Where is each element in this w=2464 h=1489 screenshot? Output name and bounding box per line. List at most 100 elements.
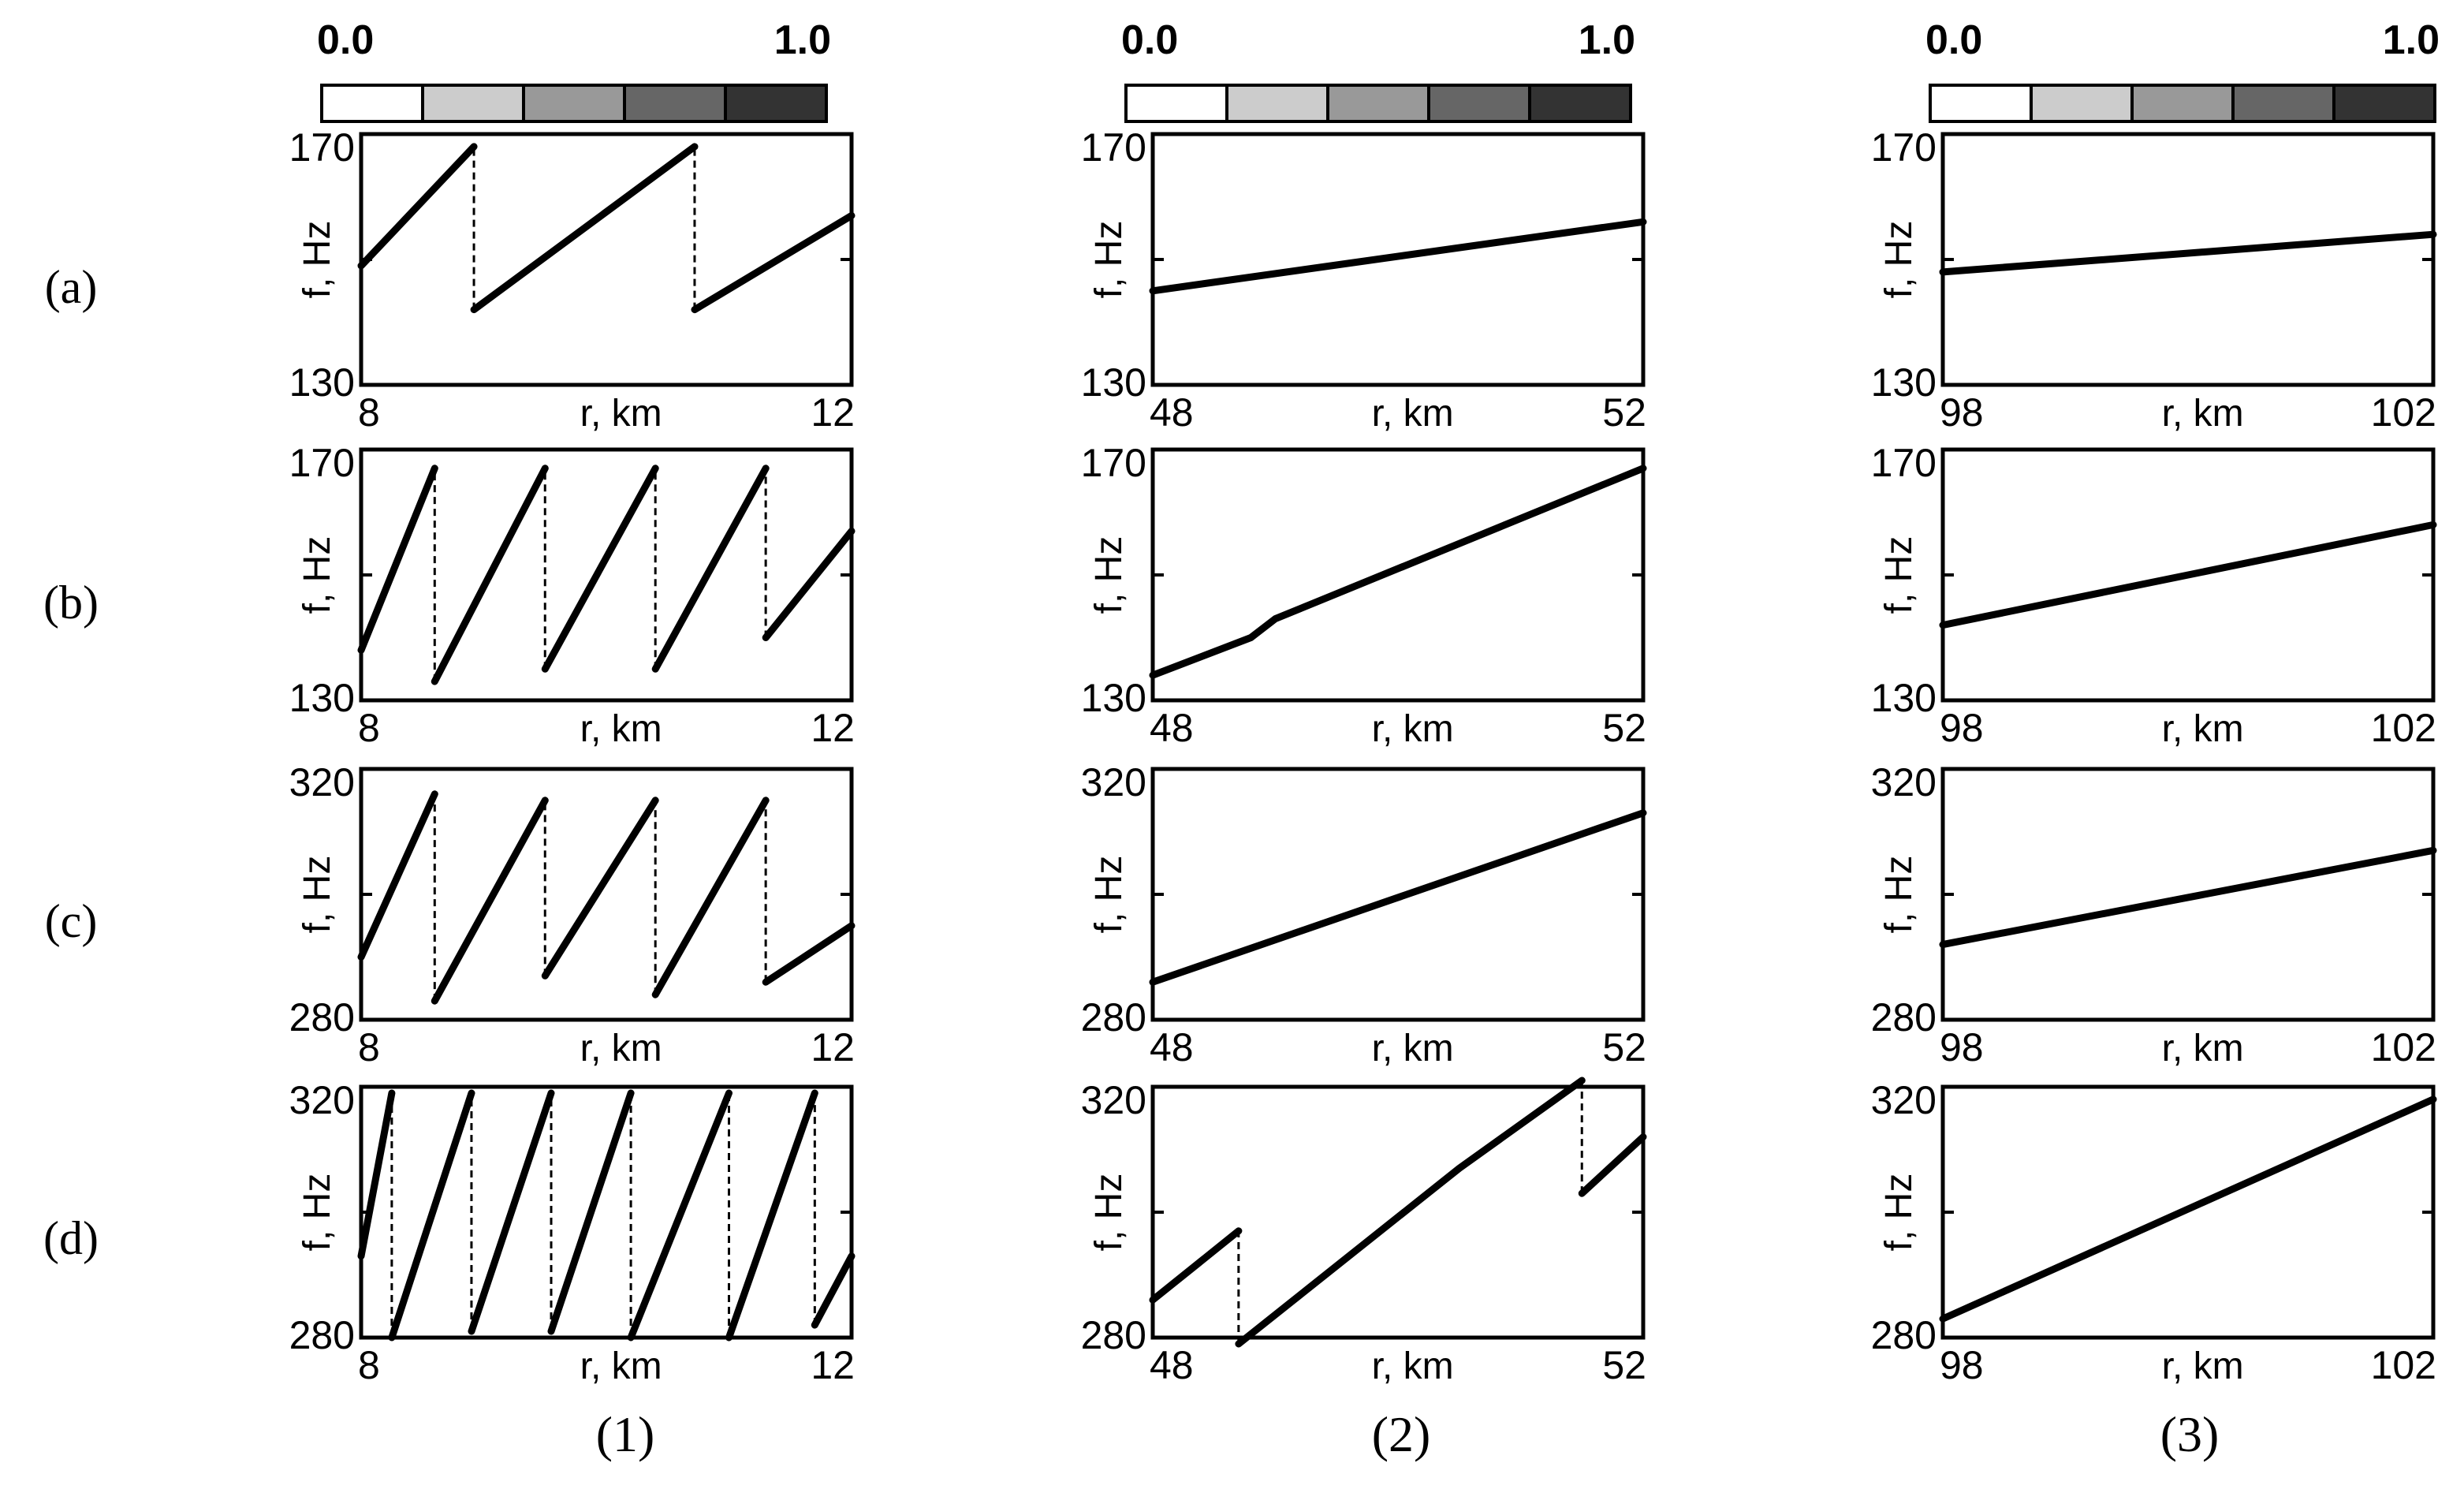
- colorbar-2: 0.0 1.0: [1121, 17, 1635, 123]
- panel-b1-series-segment-3: [541, 465, 659, 673]
- panel-c3: 280 320 f, Hz 98 102 r, km: [1871, 760, 2437, 1069]
- panel-c2-ylabel: f, Hz: [1088, 856, 1130, 934]
- panel-b1-xtick-label-min: 8: [358, 706, 380, 750]
- colorbar-1-swatch-4: [623, 84, 727, 123]
- panel-d3-ytick-label-max: 320: [1871, 1078, 1937, 1122]
- panel-d1-series-segment-4: [547, 1089, 635, 1335]
- panel-d2-xlabel: r, km: [1372, 1345, 1454, 1387]
- panel-c3-ytick-label-min: 280: [1871, 995, 1937, 1039]
- panel-a1-series-segment-2: [470, 143, 699, 314]
- panel-c1-ytick-label-max: 320: [289, 760, 355, 804]
- colorbar-3-min-label: 0.0: [1925, 17, 1982, 63]
- panel-c2-xlabel: r, km: [1372, 1028, 1454, 1069]
- colorbar-2-swatches: [1124, 84, 1632, 123]
- panel-a3-ytick-label-max: 170: [1871, 125, 1937, 170]
- colorbar-1-swatch-1: [320, 84, 424, 123]
- panel-a3-ylabel: f, Hz: [1878, 221, 1920, 299]
- panel-d3: 280 320 f, Hz 98 102 r, km: [1871, 1078, 2437, 1387]
- panel-b1-ytick-label-max: 170: [289, 441, 355, 485]
- panel-c3-xlabel: r, km: [2162, 1028, 2244, 1069]
- colorbar-1-swatches: [320, 84, 828, 123]
- panel-d2-series-segment-3: [1578, 1133, 1647, 1197]
- panel-d3-ytick-label-min: 280: [1871, 1313, 1937, 1357]
- panel-c2-xtick-label-max: 52: [1602, 1025, 1646, 1069]
- panel-c1-ylabel: f, Hz: [296, 856, 338, 934]
- panel-d2-xtick-label-min: 48: [1150, 1343, 1194, 1387]
- panel-d2-ylabel: f, Hz: [1088, 1174, 1130, 1252]
- panel-b2-xlabel: r, km: [1372, 708, 1454, 750]
- panel-d1-ytick-label-max: 320: [289, 1078, 355, 1122]
- colorbar-2-swatch-2: [1225, 84, 1329, 123]
- panel-b2: 130 170 f, Hz 48 52 r, km: [1081, 441, 1647, 750]
- panel-b1-ytick-label-min: 130: [289, 676, 355, 720]
- row-label-a: (a): [45, 261, 98, 313]
- panel-a2-xlabel: r, km: [1372, 393, 1454, 435]
- colorbar-2-swatch-5: [1528, 84, 1632, 123]
- panel-d2: 280 320 f, Hz 48 52 r, km: [1081, 1077, 1647, 1387]
- panel-c1-xtick-label-max: 12: [811, 1025, 855, 1069]
- colorbar-3-swatch-4: [2231, 84, 2335, 123]
- panel-a1-series-segment-3: [691, 211, 856, 314]
- panel-d3-ylabel: f, Hz: [1878, 1174, 1920, 1252]
- panel-b2-ytick-label-max: 170: [1081, 441, 1146, 485]
- panel-b2-series-segment-1: [1149, 465, 1647, 679]
- panel-b3-ytick-label-max: 170: [1871, 441, 1937, 485]
- colorbar-3-swatch-2: [2030, 84, 2134, 123]
- panel-d1: 280 320 f, Hz 8 12 r, km: [289, 1078, 856, 1387]
- panel-a1-ytick-label-max: 170: [289, 125, 355, 170]
- panel-a1-xlabel: r, km: [580, 393, 662, 435]
- panel-d1-series-segment-5: [627, 1089, 732, 1342]
- colorbar-3-max-label: 1.0: [2383, 17, 2440, 63]
- panel-b1-series-segment-5: [762, 527, 856, 641]
- panel-b1-xlabel: r, km: [580, 708, 662, 750]
- panel-a2-ytick-label-max: 170: [1081, 125, 1146, 170]
- panel-c2-series-segment-1: [1149, 809, 1647, 986]
- colorbar-1: 0.0 1.0: [317, 17, 831, 123]
- panel-d1-xtick-label-max: 12: [811, 1343, 855, 1387]
- panel-a1-series-segment-1: [357, 143, 478, 270]
- panel-a3-xtick-label-max: 102: [2371, 390, 2436, 435]
- column-label-3: (3): [2160, 1406, 2220, 1462]
- panel-a3-xtick-label-min: 98: [1940, 390, 1984, 435]
- panel-a3-frame: [1940, 132, 2436, 387]
- panel-b1: 130 170 f, Hz 8 12 r, km: [289, 441, 856, 750]
- panel-d1-ylabel: f, Hz: [296, 1174, 338, 1252]
- panel-d2-xtick-label-max: 52: [1602, 1343, 1646, 1387]
- colorbar-3-swatches: [1929, 84, 2436, 123]
- panel-d2-series-segment-2: [1235, 1077, 1586, 1348]
- panel-d2-series-segment-1: [1149, 1227, 1243, 1304]
- colorbar-3-swatch-1: [1929, 84, 2033, 123]
- panel-b3-ylabel: f, Hz: [1878, 536, 1920, 614]
- panel-d2-frame: [1150, 1084, 1646, 1340]
- panel-a1-ylabel: f, Hz: [296, 221, 338, 299]
- panel-a3: 130 170 f, Hz 98 102 r, km: [1871, 125, 2437, 435]
- panel-d1-series-segment-3: [468, 1089, 555, 1335]
- panel-a2-xtick-label-min: 48: [1150, 390, 1194, 435]
- panel-c1-series-segment-4: [651, 797, 770, 998]
- column-label-1: (1): [596, 1406, 655, 1462]
- panel-b3-xlabel: r, km: [2162, 708, 2244, 750]
- panel-c3-series-segment-1: [1939, 846, 2437, 949]
- panel-c1: 280 320 f, Hz 8 12 r, km: [289, 760, 856, 1069]
- colorbar-1-swatch-2: [421, 84, 525, 123]
- panel-d1-xlabel: r, km: [580, 1345, 662, 1387]
- panel-a2-ytick-label-min: 130: [1081, 360, 1146, 405]
- panel-c3-xtick-label-max: 102: [2371, 1025, 2436, 1069]
- panel-a1-xtick-label-min: 8: [358, 390, 380, 435]
- panel-d1-series-segment-1: [357, 1089, 396, 1260]
- panel-c1-series-segment-3: [541, 797, 659, 980]
- panel-a2-xtick-label-max: 52: [1602, 390, 1646, 435]
- column-label-2: (2): [1372, 1406, 1431, 1462]
- panel-d1-series-segment-7: [811, 1252, 856, 1329]
- panel-a1-xtick-label-max: 12: [811, 390, 855, 435]
- panel-a2-series-segment-1: [1149, 218, 1647, 295]
- panel-b2-ytick-label-min: 130: [1081, 676, 1146, 720]
- panel-b1-series-segment-2: [431, 465, 549, 685]
- panel-a3-xlabel: r, km: [2162, 393, 2244, 435]
- colorbar-2-swatch-1: [1124, 84, 1228, 123]
- colorbar-3-swatch-3: [2130, 84, 2235, 123]
- panel-d1-series-segment-6: [725, 1089, 818, 1342]
- panel-b1-series-segment-1: [357, 465, 438, 654]
- colorbar-1-swatch-3: [522, 84, 626, 123]
- panel-b2-frame: [1150, 447, 1646, 703]
